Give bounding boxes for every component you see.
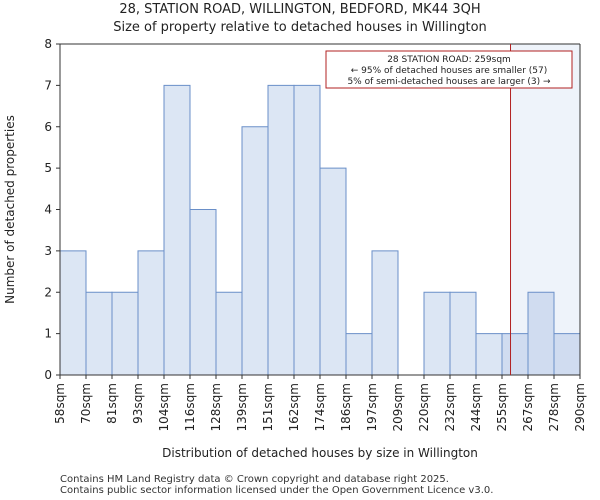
y-tick-label: 0 <box>44 368 52 382</box>
x-tick-label: 58sqm <box>53 383 67 424</box>
annotation-text-line: 5% of semi-detached houses are larger (3… <box>347 77 551 87</box>
y-tick-label: 5 <box>44 161 52 175</box>
y-tick-label: 1 <box>44 327 52 341</box>
histogram-bar <box>137 250 165 376</box>
histogram-bar <box>501 333 529 376</box>
x-tick-label: 70sqm <box>79 383 93 424</box>
x-tick-label: 139sqm <box>235 383 249 431</box>
y-tick-label: 6 <box>44 120 52 134</box>
annotation-text-line: ← 95% of detached houses are smaller (57… <box>351 66 548 76</box>
y-tick-label: 7 <box>44 78 52 92</box>
x-tick-label: 278sqm <box>547 383 561 431</box>
x-tick-label: 151sqm <box>261 383 275 431</box>
histogram-bar <box>423 291 451 376</box>
x-tick-label: 267sqm <box>521 383 535 431</box>
y-tick-label: 8 <box>44 37 52 51</box>
x-tick-label: 220sqm <box>417 383 431 431</box>
histogram-bar <box>111 291 139 376</box>
chart-subtitle: Size of property relative to detached ho… <box>113 20 487 35</box>
histogram-bar <box>319 167 347 376</box>
histogram-chart: 0 1 2 3 4 5 6 7 8 58sqm 70sqm 81sqm 93sqm 104sqm 116sq… <box>3 37 587 460</box>
x-tick-label: 93sqm <box>131 383 145 424</box>
chart-title: 28, STATION ROAD, WILLINGTON, BEDFORD, M… <box>119 2 481 17</box>
x-tick-label: 116sqm <box>183 383 197 431</box>
annotation-box <box>325 50 573 89</box>
histogram-bar <box>241 126 269 376</box>
histogram-bar <box>553 333 581 376</box>
x-tick-label: 244sqm <box>469 383 483 431</box>
x-tick-label: 128sqm <box>209 383 223 431</box>
histogram-bar <box>267 84 295 376</box>
x-tick-label: 186sqm <box>339 383 353 431</box>
histogram-bar <box>527 291 555 376</box>
histogram-bar <box>163 84 191 376</box>
x-tick-label: 162sqm <box>287 383 301 431</box>
histogram-bar <box>59 250 87 376</box>
y-tick-label: 3 <box>44 244 52 258</box>
histogram-bar <box>189 209 217 376</box>
x-tick-label: 197sqm <box>365 383 379 431</box>
histogram-bar <box>215 291 243 376</box>
x-tick-label: 290sqm <box>573 383 587 431</box>
x-tick-label: 174sqm <box>313 383 327 431</box>
histogram-bar <box>475 333 503 376</box>
y-tick-label: 4 <box>44 203 52 217</box>
footer-copyright: Contains HM Land Registry data © Crown c… <box>60 474 449 485</box>
x-tick-label: 255sqm <box>495 383 509 431</box>
histogram-bar <box>293 84 321 376</box>
histogram-bar <box>85 291 113 376</box>
histogram-bar <box>371 250 399 376</box>
histogram-bar <box>449 291 477 376</box>
x-tick-label: 232sqm <box>443 383 457 431</box>
x-tick-label: 81sqm <box>105 383 119 424</box>
y-tick-label: 2 <box>44 285 52 299</box>
x-tick-label: 104sqm <box>157 383 171 431</box>
footer-licence: Contains public sector information licen… <box>60 485 494 496</box>
x-axis-label: Distribution of detached houses by size … <box>162 446 478 460</box>
histogram-bar <box>345 333 373 376</box>
annotation-text-line: 28 STATION ROAD: 259sqm <box>387 55 511 65</box>
y-axis-label: Number of detached properties <box>3 115 17 304</box>
x-tick-label: 209sqm <box>391 383 405 431</box>
